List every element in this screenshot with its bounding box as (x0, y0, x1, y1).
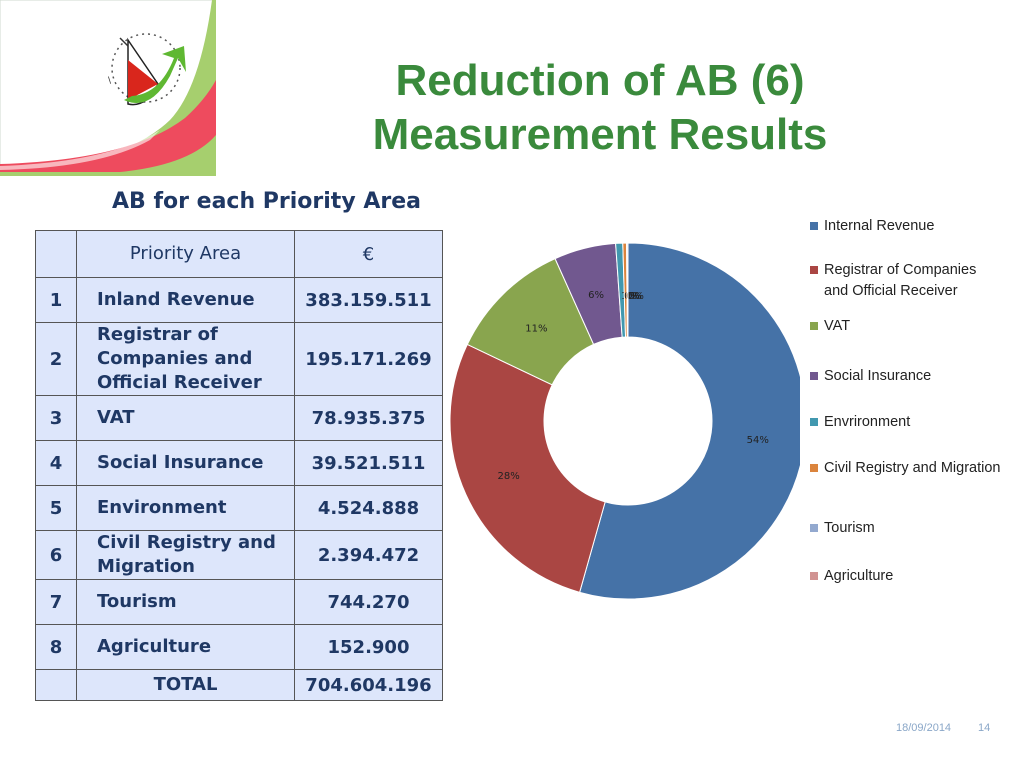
row-priority-area: Registrar of Companies and Official Rece… (76, 322, 295, 396)
row-number: 5 (35, 485, 77, 531)
title-line-1: Reduction of AB (6) (395, 56, 805, 105)
legend-item: Internal Revenue (810, 216, 1004, 237)
total-label: TOTAL (76, 669, 295, 701)
row-number: 7 (35, 579, 77, 625)
row-amount: 152.900 (294, 624, 443, 670)
header-blank-cell (35, 230, 77, 278)
legend-swatch (810, 266, 818, 274)
title-line-2: Measurement Results (372, 110, 828, 159)
table-row: 6 Civil Registry and Migration 2.394.472 (35, 530, 443, 580)
legend-swatch (810, 322, 818, 330)
table-subtitle: AB for each Priority Area (112, 189, 421, 214)
row-amount: 39.521.511 (294, 440, 443, 486)
table-row: 4 Social Insurance 39.521.511 (35, 440, 443, 486)
table-row: 2 Registrar of Companies and Official Re… (35, 322, 443, 396)
legend-swatch (810, 572, 818, 580)
row-amount: 195.171.269 (294, 322, 443, 396)
total-amount: 704.604.196 (294, 669, 443, 701)
row-amount: 4.524.888 (294, 485, 443, 531)
legend-item: Registrar of Companies and Official Rece… (810, 260, 1004, 302)
row-number: 4 (35, 440, 77, 486)
page-number: 14 (978, 722, 991, 734)
row-amount: 2.394.472 (294, 530, 443, 580)
chart-legend: Internal Revenue Registrar of Companies a… (796, 198, 1000, 616)
slice-data-label: 0% (626, 291, 642, 302)
svg-text:\: \ (108, 76, 112, 86)
legend-item: Civil Registry and Migration (810, 458, 1004, 479)
table-total-row: TOTAL 704.604.196 (35, 669, 443, 701)
table-row: 7 Tourism 744.270 (35, 579, 443, 625)
slide-title: Reduction of AB (6) Measurement Results (300, 54, 900, 162)
row-number: 2 (35, 322, 77, 396)
legend-label: Envrironment (824, 414, 911, 430)
slice-data-label: 54% (747, 435, 769, 446)
corner-logo-graphic: \ (0, 0, 216, 176)
legend-label: Internal Revenue (824, 218, 935, 234)
table-row: 8 Agriculture 152.900 (35, 624, 443, 670)
legend-label: Civil Registry and Migration (824, 460, 1001, 476)
table-header-row: Priority Area € (35, 230, 443, 278)
logo-icon: \ (108, 33, 186, 106)
priority-area-table: Priority Area € 1 Inland Revenue 383.159… (35, 230, 443, 701)
donut-slice (449, 343, 606, 593)
row-number: 6 (35, 530, 77, 580)
row-priority-area: Social Insurance (76, 440, 295, 486)
legend-swatch (810, 418, 818, 426)
table-row: 5 Environment 4.524.888 (35, 485, 443, 531)
slice-data-label: 0% (628, 291, 644, 302)
legend-label: Agriculture (824, 568, 894, 584)
legend-item: Social Insurance (810, 366, 1004, 387)
row-amount: 744.270 (294, 579, 443, 625)
legend-label: Social Insurance (824, 368, 932, 384)
table-row: 1 Inland Revenue 383.159.511 (35, 277, 443, 323)
row-priority-area: Inland Revenue (76, 277, 295, 323)
row-number: 3 (35, 395, 77, 441)
legend-label: VAT (824, 318, 851, 334)
row-amount: 383.159.511 (294, 277, 443, 323)
row-amount: 78.935.375 (294, 395, 443, 441)
row-priority-area: Environment (76, 485, 295, 531)
slice-data-label: 1% (621, 291, 637, 302)
legend-swatch (810, 464, 818, 472)
legend-item: Agriculture (810, 566, 1004, 587)
slice-data-label: 0% (624, 291, 640, 302)
legend-label: Tourism (824, 520, 875, 536)
row-priority-area: VAT (76, 395, 295, 441)
slice-data-label: 28% (498, 471, 520, 482)
legend-label: Registrar of Companies and Official Rece… (824, 262, 977, 299)
legend-item: Envrironment (810, 412, 1004, 433)
slice-data-label: 6% (588, 290, 604, 301)
row-priority-area: Tourism (76, 579, 295, 625)
row-number: 8 (35, 624, 77, 670)
legend-item: VAT (810, 316, 1004, 337)
slice-data-label: 11% (525, 323, 547, 334)
donut-chart: 54%28%11%6% 1%0%0%0% (449, 242, 800, 600)
header-priority-area: Priority Area (76, 230, 295, 278)
row-number: 1 (35, 277, 77, 323)
header-euro: € (294, 230, 443, 278)
legend-item: Tourism (810, 518, 1004, 539)
total-blank-cell (35, 669, 77, 701)
table-row: 3 VAT 78.935.375 (35, 395, 443, 441)
footer-date: 18/09/2014 (896, 722, 952, 734)
legend-swatch (810, 222, 818, 230)
legend-swatch (810, 524, 818, 532)
legend-swatch (810, 372, 818, 380)
row-priority-area: Agriculture (76, 624, 295, 670)
row-priority-area: Civil Registry and Migration (76, 530, 295, 580)
donut-slice (579, 242, 800, 600)
